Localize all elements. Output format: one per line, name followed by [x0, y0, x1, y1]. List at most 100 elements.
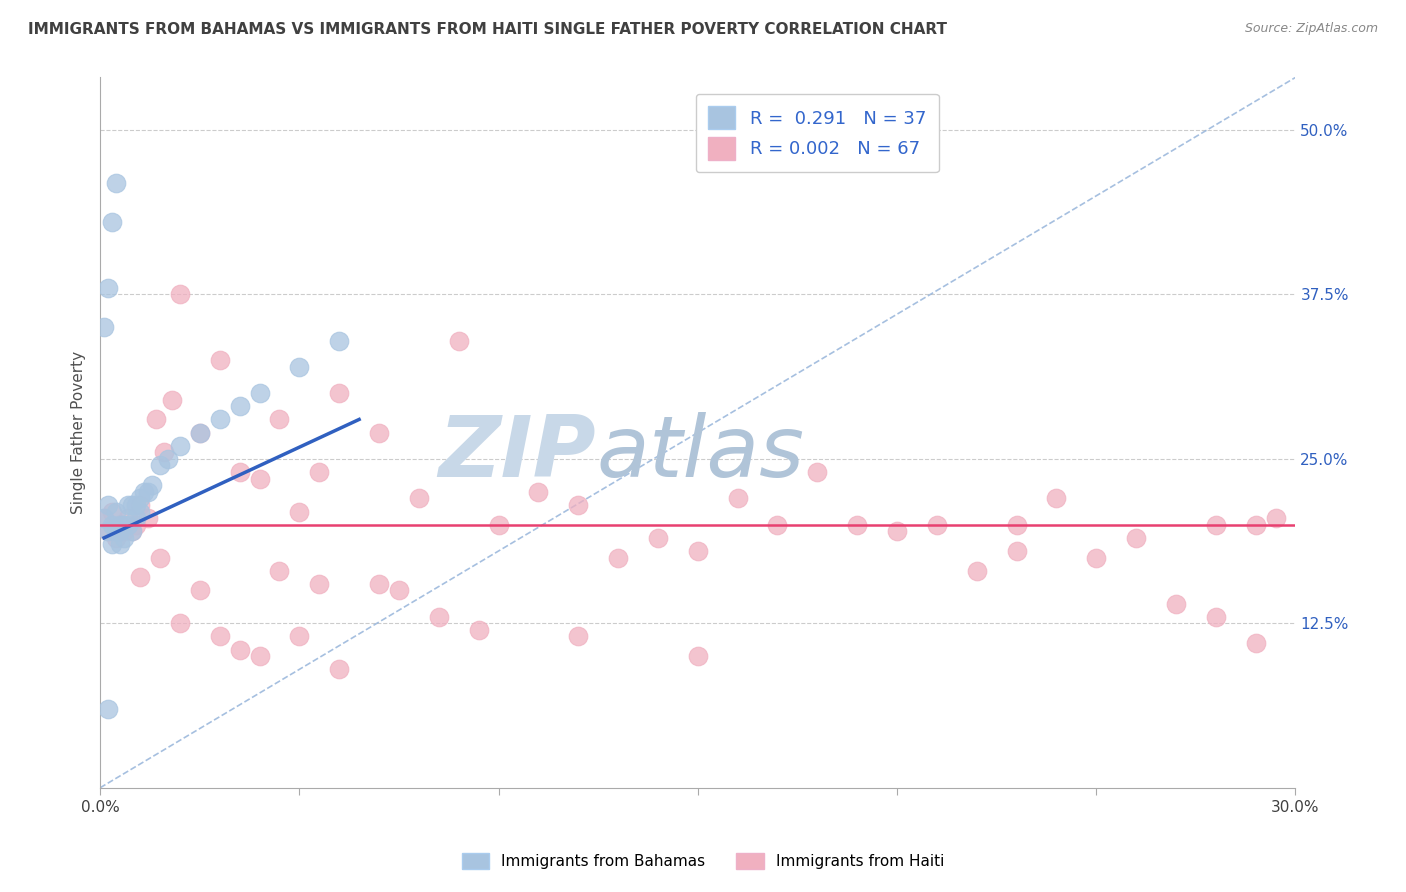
Point — [93, 320, 115, 334]
Point — [607, 550, 630, 565]
Point — [108, 537, 131, 551]
Point — [97, 281, 120, 295]
Point — [447, 334, 470, 348]
Point — [129, 504, 152, 518]
Point — [269, 564, 291, 578]
Point — [97, 524, 120, 539]
Point — [108, 517, 131, 532]
Point — [136, 484, 159, 499]
Point — [328, 662, 350, 676]
Point — [121, 498, 143, 512]
Point — [328, 334, 350, 348]
Point — [188, 425, 211, 440]
Point — [105, 524, 128, 539]
Point — [117, 511, 139, 525]
Point — [105, 531, 128, 545]
Point — [93, 511, 115, 525]
Point — [188, 425, 211, 440]
Point — [93, 511, 115, 525]
Point — [101, 537, 124, 551]
Point — [105, 504, 128, 518]
Point — [129, 570, 152, 584]
Point — [101, 215, 124, 229]
Point — [249, 472, 271, 486]
Point — [1244, 517, 1267, 532]
Text: IMMIGRANTS FROM BAHAMAS VS IMMIGRANTS FROM HAITI SINGLE FATHER POVERTY CORRELATI: IMMIGRANTS FROM BAHAMAS VS IMMIGRANTS FR… — [28, 22, 948, 37]
Point — [1205, 609, 1227, 624]
Point — [925, 517, 948, 532]
Point — [1164, 597, 1187, 611]
Point — [249, 649, 271, 664]
Point — [129, 498, 152, 512]
Legend: Immigrants from Bahamas, Immigrants from Haiti: Immigrants from Bahamas, Immigrants from… — [456, 847, 950, 875]
Point — [1264, 511, 1286, 525]
Point — [169, 287, 191, 301]
Text: atlas: atlas — [596, 412, 804, 495]
Point — [846, 517, 869, 532]
Point — [108, 524, 131, 539]
Point — [766, 517, 789, 532]
Point — [208, 353, 231, 368]
Point — [1244, 636, 1267, 650]
Point — [188, 583, 211, 598]
Point — [141, 478, 163, 492]
Point — [308, 465, 330, 479]
Point — [105, 176, 128, 190]
Point — [129, 491, 152, 506]
Point — [97, 702, 120, 716]
Point — [288, 359, 311, 374]
Point — [208, 630, 231, 644]
Point — [1125, 531, 1147, 545]
Point — [1045, 491, 1067, 506]
Point — [1085, 550, 1108, 565]
Point — [101, 504, 124, 518]
Point — [388, 583, 411, 598]
Text: Source: ZipAtlas.com: Source: ZipAtlas.com — [1244, 22, 1378, 36]
Point — [727, 491, 749, 506]
Point — [108, 517, 131, 532]
Point — [1205, 517, 1227, 532]
Point — [308, 577, 330, 591]
Point — [117, 517, 139, 532]
Point — [228, 465, 250, 479]
Point — [467, 623, 489, 637]
Point — [125, 498, 148, 512]
Point — [125, 517, 148, 532]
Point — [149, 550, 172, 565]
Point — [125, 511, 148, 525]
Point — [427, 609, 450, 624]
Point — [269, 412, 291, 426]
Point — [567, 630, 589, 644]
Point — [368, 577, 391, 591]
Point — [160, 392, 183, 407]
Point — [169, 616, 191, 631]
Point — [488, 517, 510, 532]
Point — [156, 451, 179, 466]
Point — [328, 386, 350, 401]
Point — [97, 524, 120, 539]
Point — [1005, 517, 1028, 532]
Point — [686, 649, 709, 664]
Text: ZIP: ZIP — [439, 412, 596, 495]
Point — [228, 642, 250, 657]
Point — [101, 517, 124, 532]
Point — [368, 425, 391, 440]
Point — [136, 511, 159, 525]
Point — [121, 524, 143, 539]
Legend: R =  0.291   N = 37, R = 0.002   N = 67: R = 0.291 N = 37, R = 0.002 N = 67 — [696, 94, 939, 172]
Point — [806, 465, 828, 479]
Point — [97, 498, 120, 512]
Point — [132, 484, 155, 499]
Point — [527, 484, 550, 499]
Point — [169, 439, 191, 453]
Point — [153, 445, 176, 459]
Point — [117, 498, 139, 512]
Point — [208, 412, 231, 426]
Point — [145, 412, 167, 426]
Point — [149, 458, 172, 473]
Point — [966, 564, 988, 578]
Point — [288, 504, 311, 518]
Point — [567, 498, 589, 512]
Point — [886, 524, 908, 539]
Point — [112, 524, 135, 539]
